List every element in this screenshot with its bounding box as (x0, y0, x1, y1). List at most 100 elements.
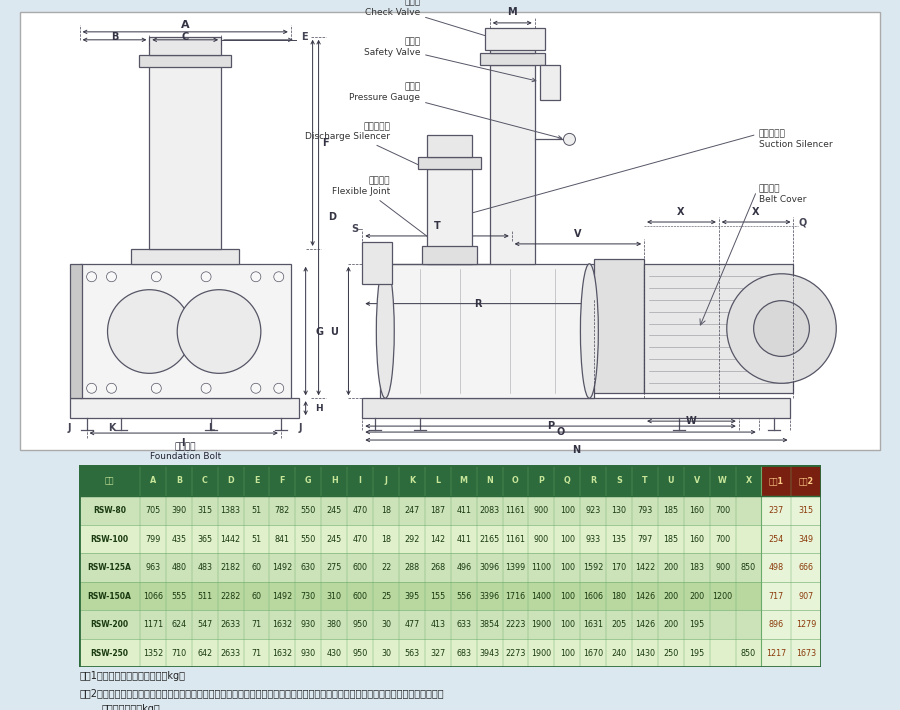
Text: 1200: 1200 (713, 591, 733, 601)
Bar (374, 553, 399, 582)
Text: W: W (718, 476, 727, 485)
Bar (425, 525, 451, 553)
Text: 511: 511 (197, 591, 212, 601)
Text: 550: 550 (301, 506, 316, 515)
Text: P: P (547, 421, 554, 431)
Bar (374, 611, 399, 639)
Circle shape (201, 272, 212, 282)
Bar (79, 525, 140, 553)
Text: 180: 180 (612, 591, 626, 601)
Bar (528, 611, 554, 639)
Bar (606, 582, 632, 611)
Text: 930: 930 (301, 649, 316, 657)
Bar (140, 553, 166, 582)
Text: 496: 496 (456, 563, 472, 572)
Bar (347, 465, 374, 496)
Text: V: V (694, 476, 700, 485)
Text: O: O (556, 427, 564, 437)
Text: 200: 200 (663, 563, 679, 572)
Text: 315: 315 (798, 506, 814, 515)
Text: 1673: 1673 (796, 649, 816, 657)
Text: 237: 237 (769, 506, 784, 515)
Circle shape (753, 300, 809, 356)
Text: 1716: 1716 (506, 591, 526, 601)
Bar (374, 639, 399, 667)
Text: 477: 477 (404, 620, 419, 629)
Bar (791, 611, 821, 639)
Bar (477, 465, 502, 496)
Bar (269, 525, 295, 553)
Text: 633: 633 (456, 620, 472, 629)
Text: 3096: 3096 (480, 563, 500, 572)
Bar (658, 465, 684, 496)
Circle shape (177, 290, 261, 373)
Bar (554, 496, 580, 525)
Bar (632, 465, 658, 496)
Text: 268: 268 (430, 563, 446, 572)
Bar (485, 28, 544, 50)
Text: D: D (228, 476, 234, 485)
Text: H: H (331, 476, 338, 485)
Bar (399, 496, 425, 525)
Ellipse shape (580, 264, 598, 398)
Text: 2165: 2165 (480, 535, 500, 544)
Bar (554, 582, 580, 611)
Bar (477, 496, 502, 525)
Bar (684, 611, 710, 639)
Bar (528, 639, 554, 667)
Text: 200: 200 (689, 591, 705, 601)
Text: T: T (434, 221, 440, 231)
Text: 22: 22 (381, 563, 392, 572)
Text: 1422: 1422 (634, 563, 655, 572)
Text: B: B (111, 32, 118, 42)
Bar (735, 639, 761, 667)
Bar (166, 496, 192, 525)
Text: 933: 933 (586, 535, 600, 544)
Text: 防震接頭
Flexible Joint: 防震接頭 Flexible Joint (332, 177, 446, 251)
Text: 51: 51 (251, 535, 262, 544)
Bar (480, 53, 544, 65)
Bar (684, 639, 710, 667)
Bar (477, 525, 502, 553)
Bar (425, 553, 451, 582)
Bar (710, 553, 735, 582)
Text: 1670: 1670 (583, 649, 603, 657)
Text: A: A (149, 476, 156, 485)
Bar (490, 65, 535, 264)
Text: 1100: 1100 (531, 563, 552, 572)
Bar (166, 582, 192, 611)
Bar (735, 496, 761, 525)
Text: 1352: 1352 (143, 649, 163, 657)
Bar (710, 525, 735, 553)
Bar (632, 525, 658, 553)
Bar (735, 525, 761, 553)
Bar (761, 496, 791, 525)
Text: 机型: 机型 (105, 476, 114, 485)
Text: 205: 205 (611, 620, 626, 629)
Text: I: I (358, 476, 362, 485)
Text: 349: 349 (798, 535, 814, 544)
Bar (192, 496, 218, 525)
Text: O: O (512, 476, 519, 485)
Text: RSW-125A: RSW-125A (87, 563, 131, 572)
Bar (321, 496, 347, 525)
Circle shape (151, 383, 161, 393)
Circle shape (106, 272, 116, 282)
Bar (632, 611, 658, 639)
Text: 797: 797 (637, 535, 652, 544)
Text: I: I (182, 438, 184, 448)
Text: 930: 930 (301, 620, 316, 629)
Text: 170: 170 (611, 563, 626, 572)
Text: L: L (436, 476, 440, 485)
Text: 1900: 1900 (531, 620, 552, 629)
Bar (425, 639, 451, 667)
Text: 重量2: 重量2 (798, 476, 814, 485)
Bar (791, 496, 821, 525)
Text: M: M (460, 476, 468, 485)
Text: M: M (507, 7, 517, 17)
Bar (428, 169, 472, 264)
Bar (580, 553, 606, 582)
Bar (79, 611, 140, 639)
Text: 710: 710 (171, 649, 186, 657)
Text: 430: 430 (327, 649, 342, 657)
